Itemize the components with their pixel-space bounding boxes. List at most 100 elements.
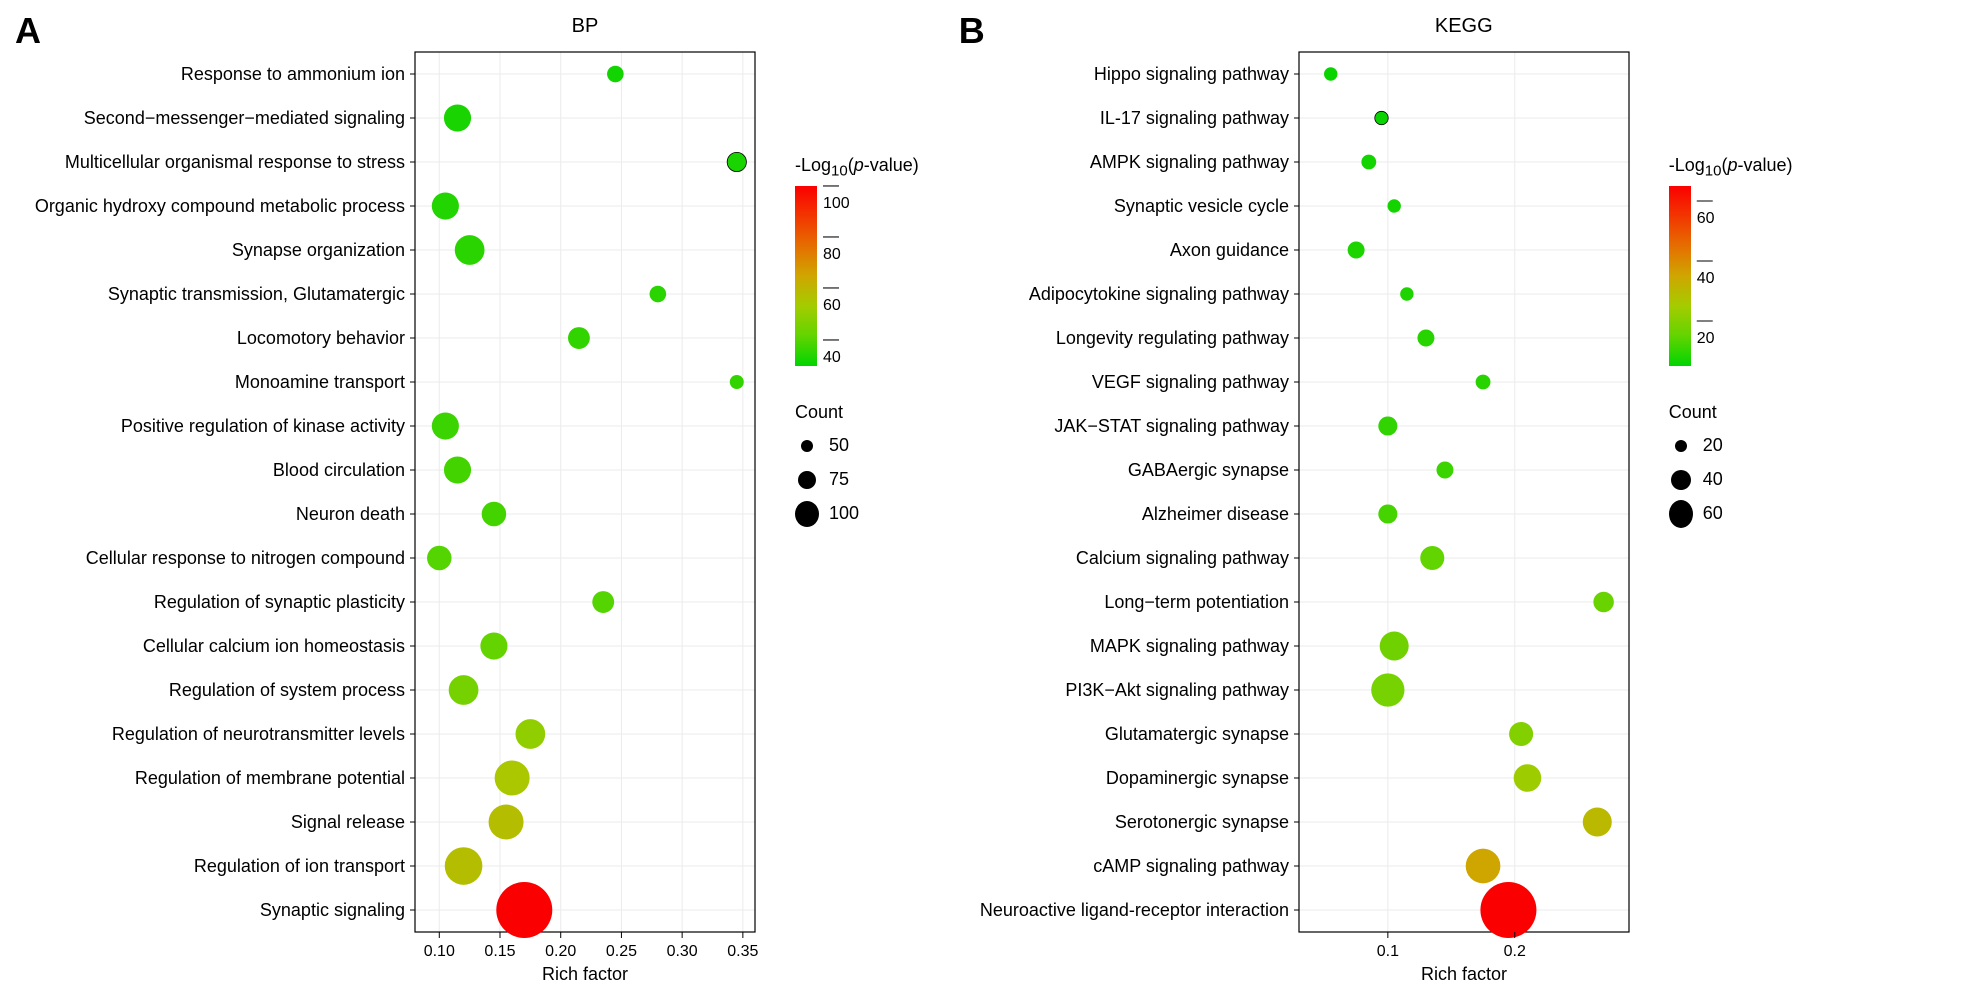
size-legend-b-title: Count — [1669, 402, 1793, 423]
data-point — [1583, 807, 1612, 836]
data-point — [1387, 199, 1400, 212]
data-point — [489, 805, 524, 840]
data-point — [1378, 504, 1397, 523]
size-legend-dot — [798, 471, 816, 489]
size-legend-dot — [1671, 470, 1691, 490]
chart-b-svg: Hippo signaling pathwayIL-17 signaling p… — [959, 42, 1649, 992]
data-point — [730, 375, 744, 389]
size-legend-a-items: 50 75 100 — [795, 429, 919, 531]
chart-a-svg: Response to ammonium ionSecond−messenger… — [15, 42, 775, 992]
data-point — [482, 502, 507, 527]
color-tick: — 100 — [823, 177, 850, 213]
y-label: MAPK signaling pathway — [1090, 636, 1289, 656]
panel-a: A BP Response to ammonium ionSecond−mess… — [15, 15, 919, 992]
y-label: Serotonergic synapse — [1115, 812, 1289, 832]
color-bar-a-wrap: — 100— 80— 60— 40 — [795, 186, 919, 366]
y-label: Locomotory behavior — [237, 328, 405, 348]
x-axis-label: Rich factor — [542, 964, 628, 984]
y-label: Longevity regulating pathway — [1056, 328, 1289, 348]
y-label: Synapse organization — [232, 240, 405, 260]
x-tick-label: 0.15 — [484, 943, 515, 960]
chart-a-area: BP Response to ammonium ionSecond−messen… — [15, 15, 775, 992]
y-label: Cellular response to nitrogen compound — [86, 548, 405, 568]
data-point — [607, 66, 624, 83]
y-label: IL-17 signaling pathway — [1100, 108, 1289, 128]
size-legend-a: Count 50 75 100 — [795, 402, 919, 531]
data-point — [1513, 764, 1541, 792]
data-point — [480, 632, 507, 659]
y-label: Calcium signaling pathway — [1076, 548, 1289, 568]
color-tick: — 60 — [1697, 192, 1715, 228]
y-label: Dopaminergic synapse — [1106, 768, 1289, 788]
data-point — [568, 327, 590, 349]
size-legend-b-items: 20 40 60 — [1669, 429, 1793, 531]
data-point — [495, 761, 530, 796]
color-tick: — 80 — [823, 228, 841, 264]
size-legend-label: 40 — [1703, 469, 1723, 490]
size-legend-label: 100 — [829, 503, 859, 524]
data-point — [1593, 592, 1614, 613]
y-label: Regulation of ion transport — [194, 856, 405, 876]
data-point — [1465, 849, 1500, 884]
data-point — [1361, 155, 1376, 170]
x-tick-label: 0.35 — [727, 943, 758, 960]
x-axis-label: Rich factor — [1421, 964, 1507, 984]
x-tick-label: 0.1 — [1376, 943, 1398, 960]
y-label: Cellular calcium ion homeostasis — [143, 636, 405, 656]
y-label: PI3K−Akt signaling pathway — [1065, 680, 1289, 700]
size-legend-label: 75 — [829, 469, 849, 490]
data-point — [1400, 287, 1413, 300]
data-point — [1436, 462, 1453, 479]
y-label: Adipocytokine signaling pathway — [1029, 284, 1289, 304]
x-tick-label: 0.30 — [667, 943, 698, 960]
size-legend-label: 60 — [1703, 503, 1723, 524]
y-label: Synaptic transmission, Glutamatergic — [108, 284, 405, 304]
color-legend-b-title: -Log10(p-value) — [1669, 155, 1793, 180]
y-label: AMPK signaling pathway — [1090, 152, 1289, 172]
chart-a-title: BP — [415, 15, 755, 38]
size-legend-dot — [795, 501, 819, 527]
data-point — [727, 152, 746, 171]
y-label: Regulation of system process — [169, 680, 405, 700]
panel-b-row: KEGG Hippo signaling pathwayIL-17 signal… — [959, 15, 1793, 992]
y-label: cAMP signaling pathway — [1093, 856, 1289, 876]
color-tick: — 40 — [1697, 252, 1715, 288]
y-label: Blood circulation — [273, 460, 405, 480]
color-bar-a — [795, 186, 817, 366]
size-legend-label: 50 — [829, 435, 849, 456]
y-label: Synaptic vesicle cycle — [1114, 196, 1289, 216]
data-point — [1347, 242, 1364, 259]
y-label: JAK−STAT signaling pathway — [1054, 416, 1289, 436]
data-point — [449, 675, 479, 705]
data-point — [444, 104, 471, 131]
size-legend-row: 100 — [795, 497, 919, 531]
data-point — [427, 546, 452, 571]
data-point — [1378, 416, 1397, 435]
data-point — [650, 286, 667, 303]
x-tick-label: 0.25 — [606, 943, 637, 960]
data-point — [1417, 330, 1434, 347]
data-point — [445, 847, 483, 885]
y-label: Axon guidance — [1170, 240, 1289, 260]
data-point — [1480, 882, 1536, 938]
color-legend-a-title: -Log10(p-value) — [795, 155, 919, 180]
data-point — [1509, 722, 1533, 746]
size-legend-dot — [801, 440, 813, 452]
data-point — [592, 591, 614, 613]
y-label: Monoamine transport — [235, 372, 405, 392]
data-point — [1475, 375, 1490, 390]
size-legend-a-title: Count — [795, 402, 919, 423]
y-label: Alzheimer disease — [1142, 504, 1289, 524]
color-tick: — 60 — [823, 279, 841, 315]
color-tick: — 40 — [823, 331, 841, 367]
chart-b-area: KEGG Hippo signaling pathwayIL-17 signal… — [959, 15, 1649, 992]
y-label: Regulation of membrane potential — [135, 768, 405, 788]
y-label: Regulation of synaptic plasticity — [154, 592, 405, 612]
legend-a: -Log10(p-value) — 100 — 80 — 60 — 40 Count … — [795, 155, 919, 531]
y-label: VEGF signaling pathway — [1092, 372, 1289, 392]
data-point — [1375, 111, 1388, 124]
data-point — [1371, 673, 1404, 706]
size-legend-label: 20 — [1703, 435, 1723, 456]
data-point — [496, 882, 552, 938]
legend-b: -Log10(p-value) — 60— 40— 20 Count 20406… — [1669, 155, 1793, 531]
